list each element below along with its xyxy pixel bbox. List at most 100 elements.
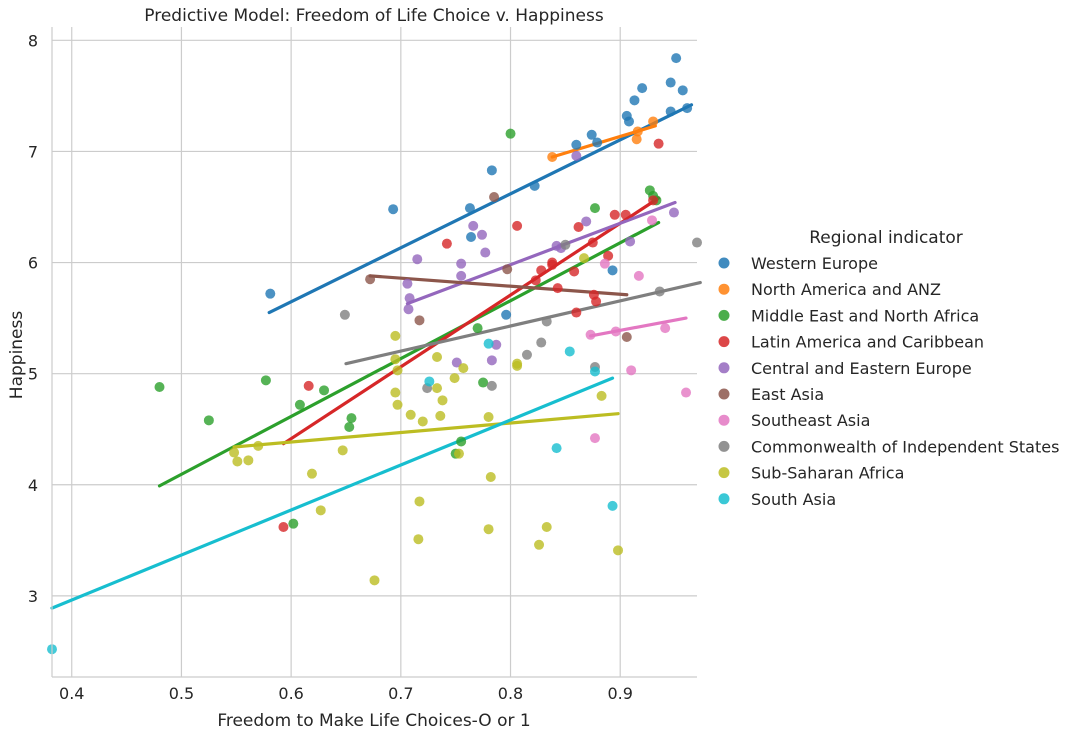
point-commonwealth-of-independent-states bbox=[486, 380, 497, 391]
point-central-and-eastern-europe bbox=[581, 216, 592, 227]
point-latin-america-and-caribbean bbox=[587, 237, 598, 248]
x-tick-label: 0.6 bbox=[278, 684, 303, 703]
point-commonwealth-of-independent-states bbox=[339, 309, 350, 320]
legend-title: Regional indicator bbox=[809, 228, 963, 248]
point-sub-saharan-africa bbox=[392, 399, 403, 410]
point-commonwealth-of-independent-states bbox=[541, 316, 552, 327]
point-sub-saharan-africa bbox=[390, 330, 401, 341]
point-south-asia bbox=[424, 376, 435, 387]
point-sub-saharan-africa bbox=[414, 496, 425, 507]
point-latin-america-and-caribbean bbox=[547, 259, 558, 270]
y-tick-label: 3 bbox=[28, 587, 38, 606]
legend-label-commonwealth-of-independent-states: Commonwealth of Independent States bbox=[751, 437, 1059, 456]
fit-line-central-and-eastern-europe bbox=[405, 200, 677, 306]
point-central-and-eastern-europe bbox=[451, 357, 462, 368]
point-central-and-eastern-europe bbox=[404, 293, 415, 304]
legend-marker-western-europe bbox=[718, 257, 730, 269]
point-sub-saharan-africa bbox=[405, 409, 416, 420]
point-central-and-eastern-europe bbox=[402, 278, 413, 289]
point-sub-saharan-africa bbox=[253, 440, 264, 451]
legend-label-east-asia: East Asia bbox=[751, 385, 824, 404]
x-tick-label: 0.7 bbox=[388, 684, 413, 703]
point-sub-saharan-africa bbox=[243, 455, 254, 466]
point-sub-saharan-africa bbox=[458, 363, 469, 374]
point-middle-east-and-north-africa bbox=[456, 436, 467, 447]
point-middle-east-and-north-africa bbox=[472, 323, 483, 334]
point-western-europe bbox=[677, 85, 688, 96]
point-east-asia bbox=[621, 332, 632, 342]
point-southeast-asia bbox=[585, 329, 596, 340]
point-south-asia bbox=[483, 338, 494, 349]
point-western-europe bbox=[607, 265, 618, 276]
point-sub-saharan-africa bbox=[435, 410, 446, 421]
fit-line-southeast-asia bbox=[588, 316, 688, 338]
point-southeast-asia bbox=[626, 365, 637, 376]
point-central-and-eastern-europe bbox=[456, 270, 467, 281]
point-latin-america-and-caribbean bbox=[648, 195, 659, 206]
chart-title: Predictive Model: Freedom of Life Choice… bbox=[144, 6, 604, 26]
legend-marker-southeast-asia bbox=[718, 414, 730, 426]
point-latin-america-and-caribbean bbox=[609, 209, 620, 220]
point-commonwealth-of-independent-states bbox=[654, 286, 665, 297]
point-latin-america-and-caribbean bbox=[571, 307, 582, 318]
x-tick-label: 0.9 bbox=[607, 684, 632, 703]
point-western-europe bbox=[486, 165, 497, 176]
point-east-asia bbox=[365, 274, 376, 285]
point-southeast-asia bbox=[589, 433, 600, 444]
point-western-europe bbox=[623, 116, 634, 127]
y-axis-label: Happiness bbox=[7, 311, 27, 400]
point-central-and-eastern-europe bbox=[456, 258, 467, 269]
point-sub-saharan-africa bbox=[390, 387, 401, 398]
regression-lines bbox=[50, 103, 702, 610]
legend-marker-sub-saharan-africa bbox=[718, 467, 730, 479]
point-sub-saharan-africa bbox=[541, 522, 552, 532]
point-western-europe bbox=[586, 129, 597, 140]
point-sub-saharan-africa bbox=[432, 383, 443, 394]
legend-label-latin-america-and-caribbean: Latin America and Caribbean bbox=[751, 333, 984, 352]
point-middle-east-and-north-africa bbox=[294, 399, 305, 410]
point-central-and-eastern-europe bbox=[625, 236, 636, 247]
point-sub-saharan-africa bbox=[390, 354, 401, 365]
legend-marker-north-america-and-anz bbox=[718, 283, 730, 295]
point-sub-saharan-africa bbox=[417, 416, 428, 427]
legend-marker-east-asia bbox=[718, 388, 730, 400]
point-latin-america-and-caribbean bbox=[536, 265, 547, 276]
point-sub-saharan-africa bbox=[449, 373, 460, 384]
point-western-europe bbox=[501, 309, 512, 320]
point-latin-america-and-caribbean bbox=[620, 209, 631, 220]
point-sub-saharan-africa bbox=[392, 365, 403, 376]
point-western-europe bbox=[629, 95, 640, 106]
point-north-america-and-anz bbox=[547, 152, 558, 162]
point-commonwealth-of-independent-states bbox=[692, 237, 702, 248]
x-axis-label: Freedom to Make Life Choices-O or 1 bbox=[217, 711, 530, 731]
point-southeast-asia bbox=[599, 258, 610, 269]
point-central-and-eastern-europe bbox=[480, 247, 491, 258]
point-western-europe bbox=[529, 180, 540, 191]
point-western-europe bbox=[592, 137, 603, 148]
point-western-europe bbox=[671, 53, 682, 64]
point-latin-america-and-caribbean bbox=[441, 238, 452, 249]
point-latin-america-and-caribbean bbox=[653, 138, 664, 149]
point-sub-saharan-africa bbox=[534, 539, 545, 550]
y-tick-label: 7 bbox=[28, 142, 38, 161]
point-latin-america-and-caribbean bbox=[512, 220, 523, 231]
point-middle-east-and-north-africa bbox=[505, 128, 516, 139]
legend-marker-middle-east-and-north-africa bbox=[718, 309, 730, 321]
legend-label-central-and-eastern-europe: Central and Eastern Europe bbox=[751, 359, 972, 378]
point-latin-america-and-caribbean bbox=[573, 222, 584, 232]
point-east-asia bbox=[414, 315, 425, 326]
point-southeast-asia bbox=[660, 323, 671, 334]
legend-label-south-asia: South Asia bbox=[751, 490, 836, 509]
legend-label-western-europe: Western Europe bbox=[751, 254, 878, 273]
legend: Regional indicator Western Europe North A… bbox=[718, 228, 1059, 509]
point-sub-saharan-africa bbox=[413, 534, 424, 545]
point-latin-america-and-caribbean bbox=[603, 250, 614, 261]
point-sub-saharan-africa bbox=[596, 390, 607, 401]
legend-label-north-america-and-anz: North America and ANZ bbox=[751, 280, 941, 299]
point-middle-east-and-north-africa bbox=[260, 375, 271, 386]
point-central-and-eastern-europe bbox=[477, 229, 487, 240]
point-south-asia bbox=[564, 346, 575, 357]
point-western-europe bbox=[665, 106, 676, 117]
point-sub-saharan-africa bbox=[613, 545, 624, 556]
